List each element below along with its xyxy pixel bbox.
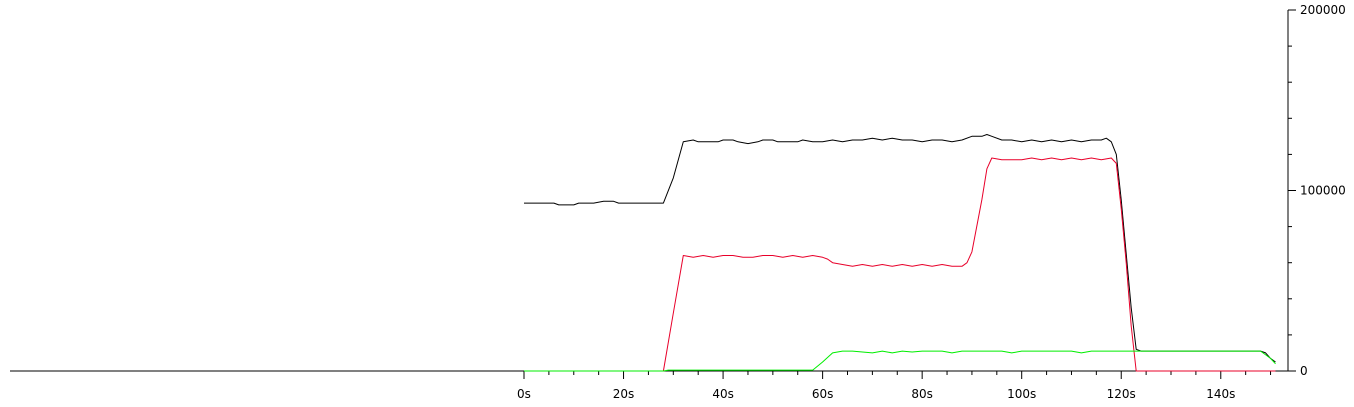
x-tick-label: 140s bbox=[1206, 387, 1235, 401]
x-tick-label: 120s bbox=[1107, 387, 1136, 401]
x-tick-label: 20s bbox=[613, 387, 635, 401]
x-tick-label: 40s bbox=[712, 387, 734, 401]
y-tick-label: 200000 bbox=[1300, 3, 1346, 17]
series-line-3 bbox=[524, 350, 1276, 372]
x-tick-label: 60s bbox=[812, 387, 834, 401]
series-line-1 bbox=[524, 134, 1276, 363]
x-tick-label: 0s bbox=[517, 387, 531, 401]
x-axis-ticks: 0s 20s 40s 60s 80s 100s 120s 140s bbox=[517, 371, 1272, 401]
y-tick-label: 100000 bbox=[1300, 184, 1346, 198]
x-tick-label: 100s bbox=[1007, 387, 1036, 401]
y-tick-label: 0 bbox=[1300, 364, 1308, 378]
chart-axes bbox=[10, 10, 1295, 372]
chart-series bbox=[524, 134, 1276, 372]
y-axis-ticks: 0 100000 200000 bbox=[1288, 3, 1346, 378]
series-line-2 bbox=[524, 157, 1276, 372]
x-tick-label: 80s bbox=[911, 387, 933, 401]
